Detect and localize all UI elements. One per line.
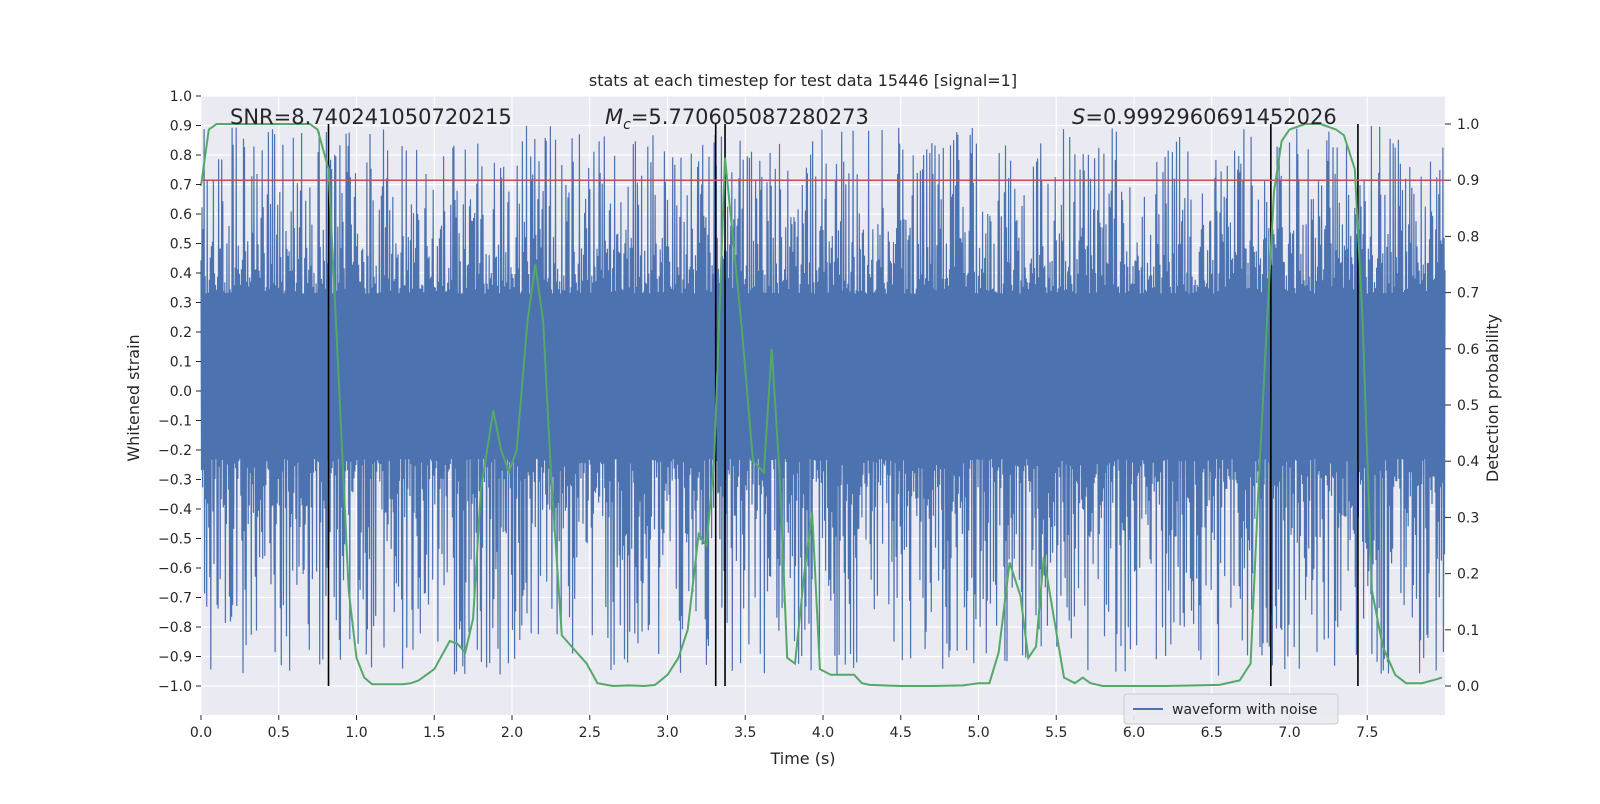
y-tick-label: 0.8 (170, 148, 192, 164)
y-tick-label: −0.3 (158, 473, 192, 489)
x-tick-label: 5.5 (1045, 725, 1067, 741)
y-tick-label: 0.9 (170, 119, 192, 135)
waveform-core (201, 293, 1445, 459)
significance-annotation: S=0.9992960691452026 (1072, 105, 1337, 129)
y-tick-label: 0.1 (170, 355, 192, 371)
x-tick-label: 2.0 (501, 725, 523, 741)
y-tick-label: 1.0 (170, 89, 192, 105)
y2-tick-label: 0.9 (1457, 173, 1479, 189)
y-tick-label: −0.9 (158, 650, 192, 666)
chirp-mass-annotation: Mc=5.770605087280273 (605, 105, 869, 133)
y2-axis-ticks: 1.0 0.9 0.8 0.7 0.6 0.5 0.4 0.3 0.2 0.1 0.0 (1445, 117, 1479, 695)
legend-label: waveform with noise (1172, 702, 1317, 718)
legend-box (1123, 693, 1339, 725)
waveform-series (200, 125, 1446, 676)
chart-title: stats at each timestep for test data 154… (589, 71, 1017, 90)
legend: waveform with noise (1123, 693, 1339, 725)
y-axis-label: Whitened strain (124, 334, 143, 461)
waveform-trace (200, 125, 1446, 676)
x-tick-label: 4.5 (890, 725, 912, 741)
x-tick-label: 0.0 (190, 725, 212, 741)
x-tick-label: 1.0 (345, 725, 367, 741)
x-tick-label: 6.0 (1123, 725, 1145, 741)
y-tick-label: −0.8 (158, 620, 192, 636)
y2-tick-label: 0.4 (1457, 454, 1479, 470)
y2-tick-label: 1.0 (1457, 117, 1479, 133)
x-tick-label: 3.5 (734, 725, 756, 741)
y-tick-label: 0.5 (170, 237, 192, 253)
x-tick-label: 5.0 (967, 725, 989, 741)
y-tick-label: 0.7 (170, 178, 192, 194)
y2-tick-label: 0.5 (1457, 398, 1479, 414)
y-tick-label: −0.6 (158, 561, 192, 577)
significance-symbol: S (1072, 105, 1085, 129)
chirp-mass-subscript: c (623, 117, 631, 133)
x-tick-label: 3.0 (656, 725, 678, 741)
x-tick-label: 7.5 (1356, 725, 1378, 741)
y-tick-label: 0.4 (170, 266, 192, 282)
y-tick-label: −0.1 (158, 414, 192, 430)
y2-tick-label: 0.8 (1457, 229, 1479, 245)
y-axis-ticks: 1.0 0.9 0.8 0.7 0.6 0.5 0.4 0.3 0.2 0.1 0.0 −0.1 −0.… (158, 89, 201, 695)
y2-tick-label: 0.1 (1457, 623, 1479, 639)
x-tick-label: 2.5 (579, 725, 601, 741)
x-tick-label: 1.5 (423, 725, 445, 741)
chirp-mass-symbol: M (605, 105, 623, 129)
chirp-mass-value: =5.770605087280273 (631, 105, 869, 129)
y-tick-label: 0.2 (170, 325, 192, 341)
x-tick-label: 7.0 (1278, 725, 1300, 741)
x-tick-label: 4.0 (812, 725, 834, 741)
snr-annotation: SNR=8.740241050720215 (230, 105, 512, 129)
y-tick-label: 0.6 (170, 207, 192, 223)
significance-value: =0.9992960691452026 (1085, 105, 1336, 129)
y2-tick-label: 0.0 (1457, 679, 1479, 695)
x-tick-label: 6.5 (1201, 725, 1223, 741)
y-tick-label: −0.4 (158, 502, 192, 518)
y-tick-label: −0.5 (158, 532, 192, 548)
y-tick-label: 0.0 (170, 384, 192, 400)
y2-tick-label: 0.2 (1457, 567, 1479, 583)
x-axis-label: Time (s) (769, 749, 835, 768)
y2-tick-label: 0.3 (1457, 510, 1479, 526)
y2-tick-label: 0.7 (1457, 286, 1479, 302)
y-tick-label: −0.2 (158, 443, 192, 459)
y2-tick-label: 0.6 (1457, 342, 1479, 358)
y-tick-label: 0.3 (170, 296, 192, 312)
y-tick-label: −0.7 (158, 591, 192, 607)
y2-axis-label: Detection probability (1483, 314, 1502, 482)
x-tick-label: 0.5 (268, 725, 290, 741)
y-tick-label: −1.0 (158, 679, 192, 695)
x-axis-ticks: 0.0 0.5 1.0 1.5 2.0 2.5 3.0 3.5 4.0 4.5 5.0 5.5 6.0 6… (190, 715, 1378, 741)
detection-probability-line (200, 123, 1443, 688)
